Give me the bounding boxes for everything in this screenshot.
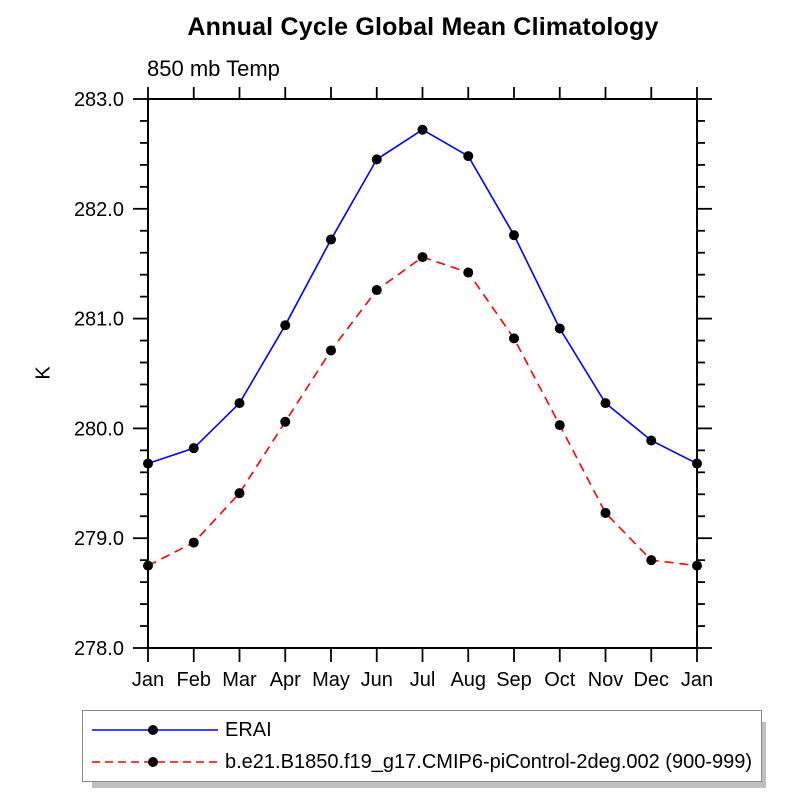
model-sample-marker-icon — [148, 757, 158, 767]
erai-line-sample-icon — [92, 725, 218, 735]
x-tick-label: Sep — [496, 669, 532, 691]
data-point-marker — [326, 234, 336, 245]
x-tick-label: Apr — [270, 669, 301, 691]
data-point-marker — [280, 416, 291, 427]
data-point-marker — [692, 458, 702, 469]
data-point-marker — [600, 507, 611, 518]
legend-box: ERAI b.e21.B1850.f19_g17.CMIP6-piControl… — [82, 710, 762, 782]
chart-subtitle: 850 mb Temp — [147, 56, 280, 81]
series-line-0 — [147, 128, 698, 465]
legend-item-model: b.e21.B1850.f19_g17.CMIP6-piControl-2deg… — [83, 746, 761, 778]
data-point-marker — [692, 560, 702, 571]
data-point-marker — [371, 154, 382, 165]
data-point-marker — [509, 230, 519, 241]
chart-title: Annual Cycle Global Mean Climatology — [187, 13, 659, 41]
y-tick-label: 279.0 — [74, 528, 124, 550]
x-tick-label: Nov — [588, 669, 624, 691]
data-point-marker — [509, 333, 519, 344]
y-tick-label: 281.0 — [74, 309, 124, 331]
data-point-marker — [554, 420, 565, 431]
data-point-marker — [143, 560, 153, 571]
data-point-marker — [371, 285, 382, 296]
data-point-marker — [463, 151, 474, 162]
data-point-marker — [417, 252, 428, 263]
x-tick-label: Jan — [132, 669, 164, 691]
y-tick-label: 283.0 — [74, 89, 124, 111]
x-tick-label: Dec — [633, 669, 669, 691]
data-point-marker — [600, 398, 611, 409]
data-point-marker — [417, 124, 428, 135]
data-point-marker — [326, 345, 336, 356]
data-point-marker — [463, 267, 474, 278]
erai-sample-marker-icon — [148, 725, 158, 735]
plot-frame — [147, 98, 698, 649]
legend-item-erai: ERAI — [83, 714, 761, 746]
data-point-marker — [646, 555, 657, 566]
x-tick-label: Mar — [222, 669, 257, 691]
data-point-marker — [280, 320, 291, 331]
x-tick-label: May — [312, 669, 350, 691]
legend-label-model: b.e21.B1850.f19_g17.CMIP6-piControl-2deg… — [225, 750, 753, 773]
x-tick-label: Aug — [450, 669, 486, 691]
data-point-marker — [234, 488, 245, 499]
model-line-sample-icon — [92, 757, 218, 767]
data-point-marker — [143, 458, 153, 469]
x-tick-label: Jun — [361, 669, 393, 691]
legend-label-erai: ERAI — [225, 718, 272, 741]
y-tick-label: 278.0 — [74, 638, 124, 660]
data-point-marker — [234, 398, 245, 409]
data-point-marker — [554, 323, 565, 334]
data-point-marker — [188, 443, 199, 454]
x-tick-label: Jul — [410, 669, 436, 691]
y-tick-label: 280.0 — [74, 418, 124, 440]
data-point-marker — [646, 435, 657, 446]
x-tick-label: Jan — [681, 669, 713, 691]
data-point-marker — [188, 537, 199, 548]
y-tick-label: 282.0 — [74, 199, 124, 221]
x-tick-label: Feb — [177, 669, 211, 691]
x-tick-label: Oct — [544, 669, 576, 691]
